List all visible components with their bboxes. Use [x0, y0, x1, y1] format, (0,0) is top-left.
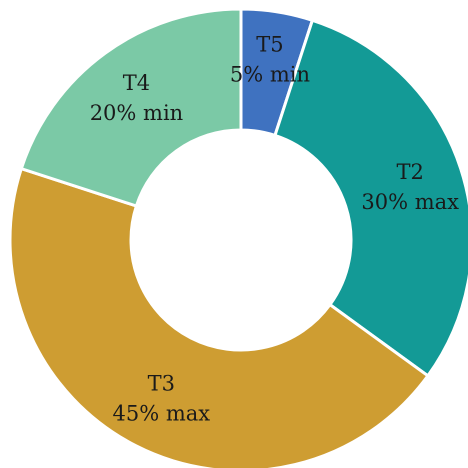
slice-value-label-t3: 45% max [112, 401, 210, 425]
slice-name-t2: T2 [396, 160, 423, 184]
slice-value-label-t5: 5% min [230, 62, 310, 86]
slice-name-t3: T3 [148, 371, 175, 395]
slice-t2 [273, 18, 468, 378]
slice-value-label-t2: 30% max [361, 190, 459, 214]
slice-name-t4: T4 [123, 71, 150, 95]
slice-t4 [19, 7, 243, 208]
slice-t3 [8, 166, 430, 468]
slice-name-t5: T5 [256, 32, 283, 56]
slice-value-label-t4: 20% min [90, 101, 184, 125]
